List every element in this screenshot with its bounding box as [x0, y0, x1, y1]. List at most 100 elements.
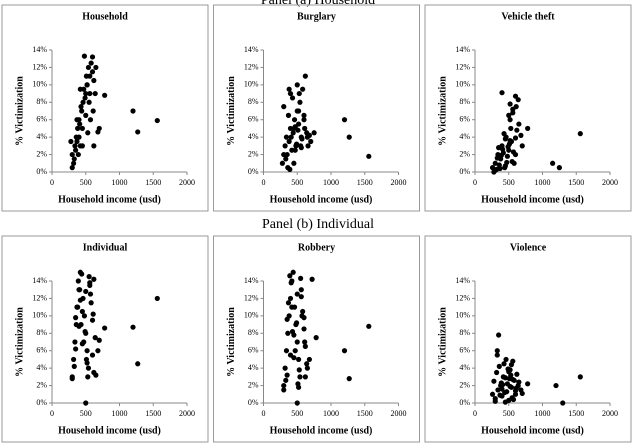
point	[510, 110, 516, 116]
point	[283, 134, 290, 140]
point	[289, 328, 296, 335]
point	[501, 131, 507, 137]
point	[77, 121, 83, 127]
x-axis-label: Household income (usd)	[58, 425, 161, 436]
point	[299, 313, 305, 319]
y-tick-label: 6%	[459, 115, 470, 124]
point	[492, 167, 498, 173]
point	[281, 382, 287, 389]
point	[135, 361, 141, 367]
point	[297, 99, 303, 105]
point	[508, 125, 514, 132]
point	[285, 112, 292, 118]
x-axis-label: Household income (usd)	[270, 194, 373, 205]
point	[290, 269, 296, 275]
point	[366, 153, 372, 159]
point	[102, 325, 108, 331]
point	[296, 356, 302, 363]
point	[518, 132, 524, 138]
x-tick-label: 2000	[602, 178, 618, 187]
point	[512, 135, 519, 141]
point	[283, 348, 290, 354]
point	[496, 332, 502, 338]
point	[519, 143, 525, 149]
point	[292, 124, 298, 130]
point	[302, 339, 308, 345]
point	[86, 99, 92, 105]
point	[83, 400, 89, 406]
point	[497, 392, 503, 398]
point	[135, 129, 141, 135]
point	[500, 146, 506, 152]
point	[341, 117, 348, 123]
point	[291, 355, 297, 361]
y-tick-label: 2%	[36, 380, 47, 389]
chart-title: Vehicle theft	[501, 11, 555, 22]
x-tick-label: 1000	[112, 409, 128, 418]
point	[498, 152, 504, 159]
point	[494, 369, 500, 376]
point	[302, 73, 308, 79]
point	[96, 125, 102, 132]
point	[80, 99, 86, 105]
point	[71, 356, 77, 363]
point	[304, 365, 310, 371]
point	[505, 144, 511, 150]
point	[516, 379, 522, 385]
point	[297, 374, 303, 380]
point	[87, 291, 94, 297]
y-tick-label: 6%	[36, 115, 47, 124]
x-tick-label: 1500	[568, 409, 584, 418]
point	[296, 384, 302, 390]
point	[293, 141, 300, 147]
point	[514, 127, 520, 133]
y-tick-label: 4%	[248, 363, 259, 372]
y-tick-label: 10%	[455, 80, 470, 89]
point	[89, 317, 96, 323]
point	[289, 304, 295, 310]
point	[286, 86, 292, 92]
point	[288, 280, 294, 286]
point	[341, 348, 348, 354]
point	[69, 151, 75, 158]
point	[71, 156, 77, 162]
y-axis-label: % Victimization	[14, 307, 25, 377]
point	[509, 158, 515, 165]
y-tick-label: 10%	[455, 311, 470, 320]
point	[504, 153, 510, 159]
point	[84, 348, 90, 354]
chart-title: Violence	[510, 242, 547, 253]
point	[496, 145, 502, 151]
point	[505, 366, 511, 372]
point	[510, 149, 517, 155]
y-tick-label: 2%	[248, 149, 259, 158]
y-tick-label: 2%	[459, 149, 470, 158]
point	[491, 378, 497, 384]
point	[515, 97, 521, 103]
point	[83, 90, 89, 97]
point	[92, 90, 98, 97]
x-tick-label: 2000	[391, 409, 407, 418]
point	[494, 348, 500, 354]
point	[508, 372, 514, 378]
y-tick-label: 4%	[248, 132, 259, 141]
point	[284, 372, 290, 378]
x-tick-label: 500	[291, 409, 303, 418]
point	[154, 295, 160, 302]
point	[513, 104, 519, 110]
point	[553, 382, 559, 389]
point	[525, 381, 531, 387]
y-tick-label: 14%	[244, 276, 259, 285]
point	[79, 108, 85, 114]
point	[85, 64, 92, 71]
y-tick-label: 10%	[32, 311, 47, 320]
point	[507, 117, 513, 123]
x-tick-label: 2000	[179, 409, 195, 418]
point	[154, 117, 160, 124]
point	[299, 136, 305, 142]
point	[502, 136, 508, 142]
point	[366, 323, 372, 329]
point	[283, 156, 289, 162]
